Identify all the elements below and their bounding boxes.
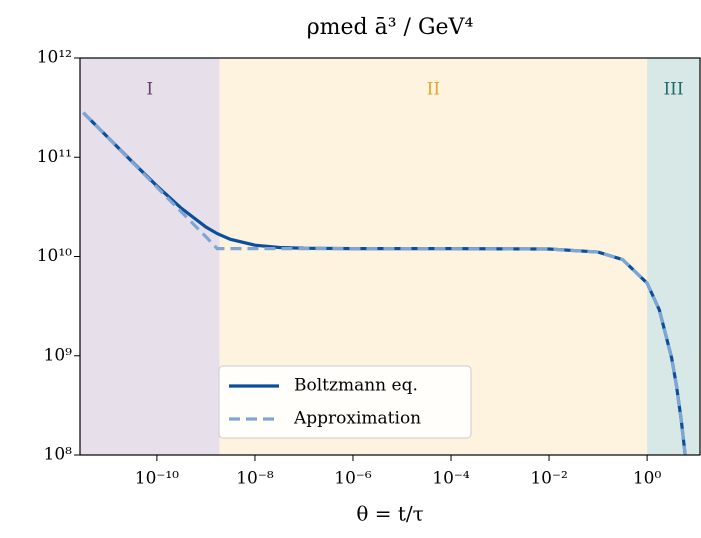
plot-frame (79, 57, 701, 456)
chart-title: ρmed ā³ / GeV⁴ (307, 15, 474, 40)
region-label: II (427, 80, 440, 100)
x-axis-label: θ = t/τ (356, 502, 423, 526)
region-label: I (146, 80, 153, 100)
legend-box (218, 365, 472, 439)
x-tick-label: 10⁻⁴ (432, 469, 470, 489)
legend-label: Boltzmann eq. (294, 376, 418, 396)
region (647, 58, 700, 455)
region-label: III (663, 80, 683, 100)
y-tick-label: 10⁹ (44, 345, 73, 365)
region (80, 58, 220, 455)
legend-label: Approximation (293, 409, 421, 429)
y-tick-label: 10¹² (37, 48, 72, 68)
y-tick-label: 10¹¹ (37, 147, 72, 167)
series-line (82, 111, 687, 455)
x-tick-label: 10⁻⁶ (334, 469, 372, 489)
y-tick-label: 10¹⁰ (37, 246, 72, 266)
x-tick-label: 10⁻² (530, 469, 567, 489)
x-tick-label: 10⁰ (633, 469, 662, 489)
x-tick-label: 10⁻¹⁰ (135, 469, 179, 489)
x-tick-label: 10⁻⁸ (236, 469, 274, 489)
y-tick-label: 10⁸ (44, 445, 73, 465)
